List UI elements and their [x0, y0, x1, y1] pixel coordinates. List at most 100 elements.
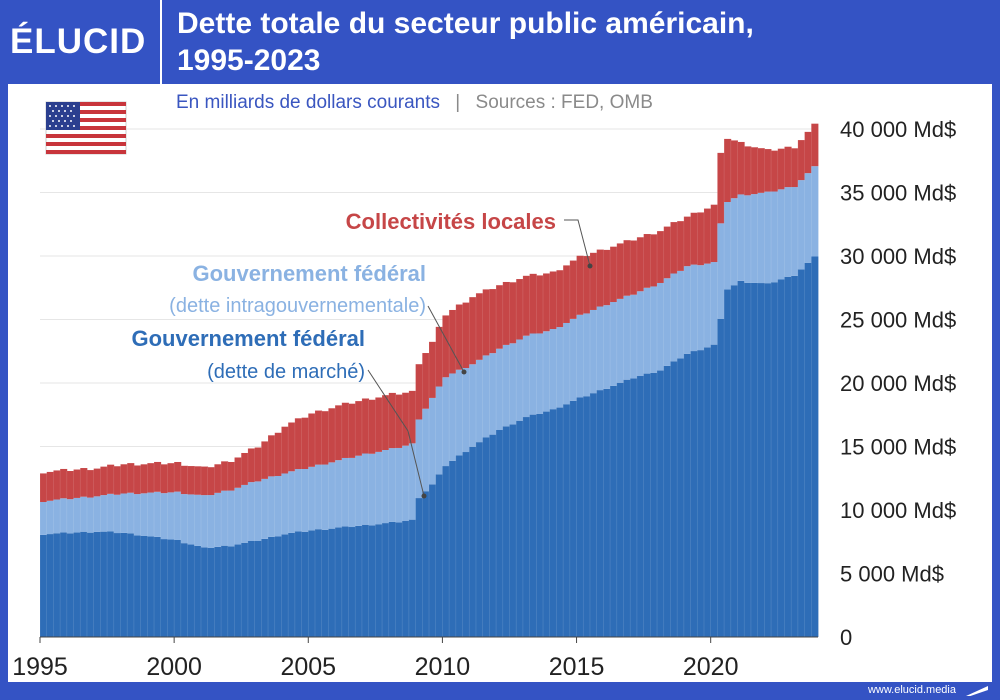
bar-market	[214, 546, 222, 637]
bar-market	[563, 404, 571, 637]
bar-intragov	[543, 331, 551, 412]
x-tick-label: 2010	[415, 653, 471, 681]
bar-local	[556, 270, 564, 328]
bar-intragov	[294, 469, 302, 532]
bar-market	[724, 289, 732, 637]
bar-market	[804, 262, 812, 637]
bar-intragov	[683, 266, 691, 354]
bar-intragov	[86, 497, 95, 533]
bar-local	[288, 422, 296, 472]
bar-local	[147, 463, 155, 493]
bar-market	[643, 373, 651, 637]
bar-intragov	[764, 191, 772, 284]
bar-local	[66, 471, 74, 500]
bar-intragov	[576, 314, 584, 398]
bar-intragov	[502, 344, 510, 427]
bar-local	[53, 470, 61, 500]
bar-local	[207, 467, 215, 496]
bar-local	[321, 411, 329, 465]
bar-market	[663, 365, 671, 637]
subtitle-units: En milliards de dollars courants	[176, 92, 440, 113]
bar-market	[308, 530, 316, 637]
bar-market	[234, 544, 242, 637]
bar-market	[402, 521, 410, 637]
bar-intragov	[207, 495, 215, 548]
bar-intragov	[462, 368, 470, 453]
bar-market	[288, 532, 296, 637]
bar-market	[40, 534, 48, 637]
bar-market	[321, 529, 329, 637]
bar-local	[596, 249, 604, 307]
bar-local	[791, 148, 799, 188]
footer-url[interactable]: www.elucid.media	[867, 684, 956, 696]
bar-local	[730, 140, 738, 199]
bar-local	[234, 457, 242, 488]
bar-intragov	[630, 294, 638, 379]
bar-local	[174, 461, 182, 492]
footer: www.elucid.media	[0, 682, 1000, 700]
bar-intragov	[227, 490, 235, 547]
bar-intragov	[301, 469, 309, 532]
bar-market	[703, 347, 712, 637]
bar-intragov	[710, 262, 718, 345]
bar-local	[710, 204, 718, 263]
y-tick-label: 35 000 Md$	[840, 181, 956, 206]
bar-intragov	[677, 270, 685, 359]
x-tick-label: 2020	[683, 653, 739, 681]
bar-market	[147, 536, 155, 637]
bar-local	[395, 394, 403, 448]
bar-market	[496, 429, 504, 637]
bar-local	[268, 435, 276, 477]
bar-market	[187, 544, 195, 637]
bar-local	[529, 273, 537, 334]
bar-local	[663, 226, 671, 279]
bar-intragov	[549, 329, 557, 410]
title-line-1: Dette totale du secteur public américain…	[177, 7, 754, 40]
bar-market	[268, 536, 276, 637]
y-tick-label: 25 000 Md$	[840, 308, 956, 333]
bar-local	[737, 141, 745, 195]
bar-market	[167, 539, 175, 637]
bar-local	[241, 452, 249, 485]
chart-panel: 0 5 000 Md$ 10 000 Md$ 15 000 Md$ 20 000 Md$…	[8, 84, 992, 682]
bar-market	[475, 442, 484, 637]
bar-market	[107, 531, 115, 637]
y-tick-label: 20 000 Md$	[840, 371, 956, 396]
y-tick-label: 15 000 Md$	[840, 435, 956, 460]
bar-local	[690, 212, 698, 265]
bar-intragov	[335, 460, 343, 528]
x-tick-label: 1995	[12, 653, 68, 681]
bar-market	[314, 529, 323, 637]
bar-market	[657, 370, 665, 637]
bar-market	[744, 282, 752, 637]
bar-intragov	[643, 287, 651, 374]
bar-intragov	[247, 482, 256, 541]
bar-intragov	[616, 298, 624, 383]
bar-market	[737, 280, 745, 637]
subtitle-sources: Sources : FED, OMB	[476, 92, 653, 113]
bar-intragov	[750, 194, 759, 283]
bar-local	[683, 216, 691, 267]
bar-local	[73, 469, 81, 498]
bar-intragov	[475, 359, 484, 443]
label-local: Collectivités locales	[346, 209, 556, 234]
bar-local	[100, 466, 108, 496]
bar-local	[355, 401, 363, 456]
bar-intragov	[610, 302, 618, 386]
bar-intragov	[703, 263, 712, 348]
bar-intragov	[623, 295, 631, 380]
bar-market	[241, 542, 249, 637]
bar-local	[496, 285, 504, 349]
bar-intragov	[46, 500, 54, 535]
elucid-logo: ÉLUCID	[10, 22, 147, 61]
bar-intragov	[66, 499, 74, 534]
leader-line-intragov	[427, 305, 465, 373]
bar-intragov	[663, 278, 671, 366]
bar-market	[677, 358, 685, 637]
bar-market	[502, 426, 510, 637]
bar-market	[395, 522, 403, 637]
bar-local	[80, 468, 88, 497]
bar-local	[388, 392, 396, 449]
bar-intragov	[174, 491, 182, 540]
bar-market	[442, 466, 450, 637]
